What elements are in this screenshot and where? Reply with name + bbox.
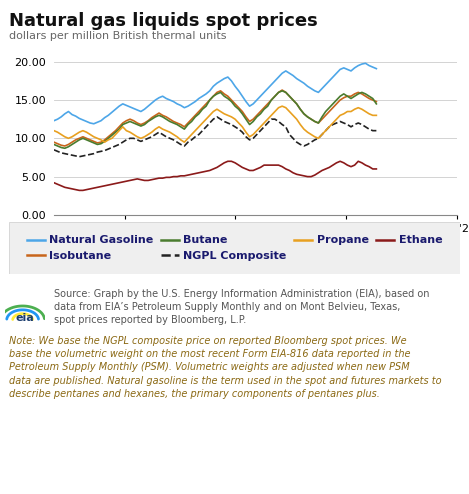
Text: eia: eia: [15, 313, 34, 323]
Text: dollars per million British thermal units: dollars per million British thermal unit…: [9, 31, 227, 41]
Legend: Natural Gasoline, Isobutane, Butane, NGPL Composite, Propane, Ethane: Natural Gasoline, Isobutane, Butane, NGP…: [23, 231, 446, 265]
Text: Note: We base the NGPL composite price on reported Bloomberg spot prices. We
bas: Note: We base the NGPL composite price o…: [9, 336, 442, 399]
FancyBboxPatch shape: [9, 222, 460, 274]
Text: Natural gas liquids spot prices: Natural gas liquids spot prices: [9, 12, 318, 30]
Text: Source: Graph by the U.S. Energy Information Administration (EIA), based on
data: Source: Graph by the U.S. Energy Informa…: [54, 289, 430, 326]
